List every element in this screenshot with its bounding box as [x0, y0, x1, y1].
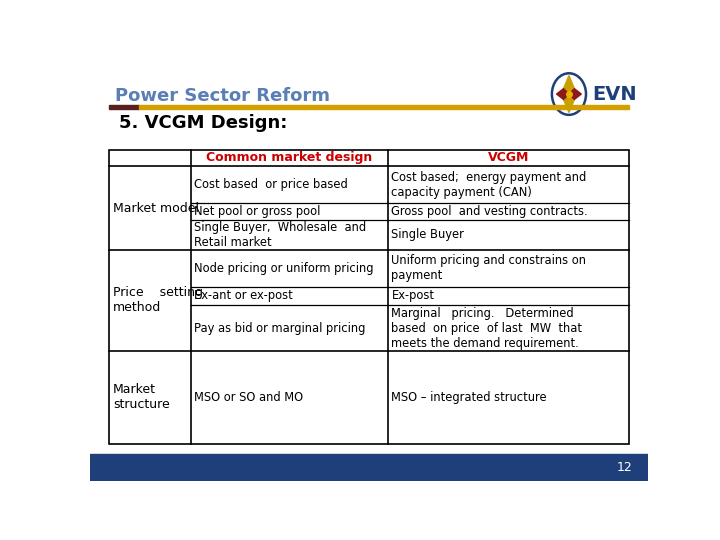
Text: MSO – integrated structure: MSO – integrated structure — [392, 391, 547, 404]
Text: VCGM: VCGM — [488, 151, 529, 165]
Text: Ex-post: Ex-post — [392, 289, 434, 302]
Polygon shape — [557, 89, 569, 99]
Text: MSO or SO and MO: MSO or SO and MO — [194, 391, 303, 404]
Polygon shape — [564, 94, 575, 112]
Text: Gross pool  and vesting contracts.: Gross pool and vesting contracts. — [392, 205, 588, 218]
Text: Net pool or gross pool: Net pool or gross pool — [194, 205, 320, 218]
Text: Pay as bid or marginal pricing: Pay as bid or marginal pricing — [194, 322, 365, 335]
Text: Marginal   pricing.   Determined
based  on price  of last  MW  that
meets the de: Marginal pricing. Determined based on pr… — [392, 307, 582, 349]
Bar — [109, 150, 629, 444]
Bar — [109, 105, 139, 110]
Text: EVN: EVN — [593, 85, 636, 104]
Text: Common market design: Common market design — [207, 151, 373, 165]
Text: 5. VCGM Design:: 5. VCGM Design: — [120, 113, 288, 132]
Polygon shape — [569, 89, 581, 99]
Text: Single Buyer: Single Buyer — [392, 228, 464, 241]
Text: Power Sector Reform: Power Sector Reform — [114, 86, 330, 105]
Text: Ex-ant or ex-post: Ex-ant or ex-post — [194, 289, 292, 302]
Text: Market
structure: Market structure — [113, 383, 170, 411]
Text: Uniform pricing and constrains on
payment: Uniform pricing and constrains on paymen… — [392, 254, 587, 282]
Bar — [90, 454, 648, 481]
Text: Cost based;  energy payment and
capacity payment (CAN): Cost based; energy payment and capacity … — [392, 171, 587, 199]
Bar — [139, 105, 629, 110]
Text: Market model: Market model — [113, 201, 199, 214]
Polygon shape — [564, 76, 575, 94]
Text: Price    setting
method: Price setting method — [113, 286, 203, 314]
Text: Cost based  or price based: Cost based or price based — [194, 178, 348, 191]
Text: 12: 12 — [617, 461, 632, 474]
Text: Single Buyer,  Wholesale  and
Retail market: Single Buyer, Wholesale and Retail marke… — [194, 221, 366, 249]
Text: Node pricing or uniform pricing: Node pricing or uniform pricing — [194, 261, 374, 274]
